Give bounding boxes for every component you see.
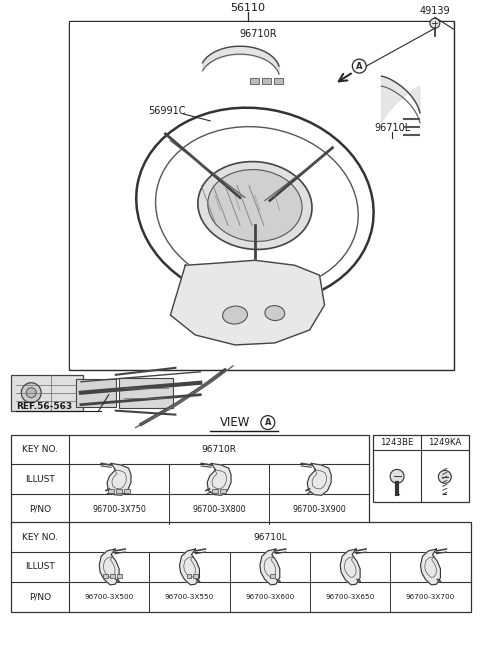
Bar xyxy=(193,574,198,578)
Bar xyxy=(116,489,122,493)
Ellipse shape xyxy=(198,162,312,250)
Bar xyxy=(109,574,115,578)
Bar xyxy=(70,22,453,369)
Text: 96710R: 96710R xyxy=(202,445,237,454)
Polygon shape xyxy=(420,549,441,585)
Polygon shape xyxy=(307,464,331,495)
Text: 49139: 49139 xyxy=(420,7,450,16)
Text: VIEW: VIEW xyxy=(220,416,250,429)
Circle shape xyxy=(26,388,36,398)
Text: ILLUST: ILLUST xyxy=(25,475,55,484)
Text: REF.56-563: REF.56-563 xyxy=(16,402,72,411)
Bar xyxy=(274,78,283,84)
Text: 96700-3X600: 96700-3X600 xyxy=(245,594,294,600)
Bar xyxy=(373,434,468,502)
Text: A: A xyxy=(264,418,271,427)
Circle shape xyxy=(390,470,404,483)
Bar xyxy=(117,574,121,578)
Polygon shape xyxy=(170,260,324,345)
Polygon shape xyxy=(107,464,131,495)
Bar xyxy=(270,574,276,578)
Circle shape xyxy=(21,383,41,403)
Text: 96700-3X650: 96700-3X650 xyxy=(325,594,375,600)
Text: 96700-3X700: 96700-3X700 xyxy=(406,594,455,600)
Bar xyxy=(12,375,83,411)
Bar xyxy=(76,379,116,407)
Text: 96700-3X900: 96700-3X900 xyxy=(292,505,346,514)
Bar xyxy=(119,378,173,407)
Bar xyxy=(69,22,454,370)
Bar xyxy=(220,489,226,493)
Bar xyxy=(12,522,471,612)
Ellipse shape xyxy=(208,170,302,242)
Text: 56991C: 56991C xyxy=(148,106,186,116)
Polygon shape xyxy=(207,464,231,495)
Polygon shape xyxy=(260,549,280,585)
Text: 96700-3X750: 96700-3X750 xyxy=(92,505,146,514)
Bar xyxy=(103,574,108,578)
Bar xyxy=(187,574,192,578)
Bar xyxy=(250,78,259,84)
Text: ILLUST: ILLUST xyxy=(25,563,55,571)
Text: KEY NO.: KEY NO. xyxy=(22,445,58,454)
Text: 96700-3X550: 96700-3X550 xyxy=(165,594,214,600)
Text: 1249KA: 1249KA xyxy=(428,438,461,447)
Text: P/NO: P/NO xyxy=(29,505,51,514)
Text: 56110: 56110 xyxy=(230,3,265,13)
Text: A: A xyxy=(356,62,362,71)
Polygon shape xyxy=(340,549,360,585)
Ellipse shape xyxy=(265,306,285,320)
Circle shape xyxy=(438,470,451,483)
Circle shape xyxy=(352,59,366,73)
Text: P/NO: P/NO xyxy=(29,592,51,601)
Text: 1243BE: 1243BE xyxy=(380,438,414,447)
Bar xyxy=(212,489,218,493)
Text: 96700-3X800: 96700-3X800 xyxy=(192,505,246,514)
Bar xyxy=(108,489,114,493)
Ellipse shape xyxy=(223,306,247,324)
Text: KEY NO.: KEY NO. xyxy=(22,533,58,542)
Polygon shape xyxy=(99,549,119,585)
Circle shape xyxy=(261,416,275,430)
Bar xyxy=(12,434,369,524)
Text: 96710L: 96710L xyxy=(374,123,410,133)
Polygon shape xyxy=(382,76,420,123)
Text: 96700-3X500: 96700-3X500 xyxy=(84,594,134,600)
Text: 96710L: 96710L xyxy=(253,533,287,542)
Bar xyxy=(262,78,271,84)
Circle shape xyxy=(430,18,440,28)
Polygon shape xyxy=(180,549,199,585)
Bar xyxy=(124,489,130,493)
Text: 96710R: 96710R xyxy=(239,29,276,39)
